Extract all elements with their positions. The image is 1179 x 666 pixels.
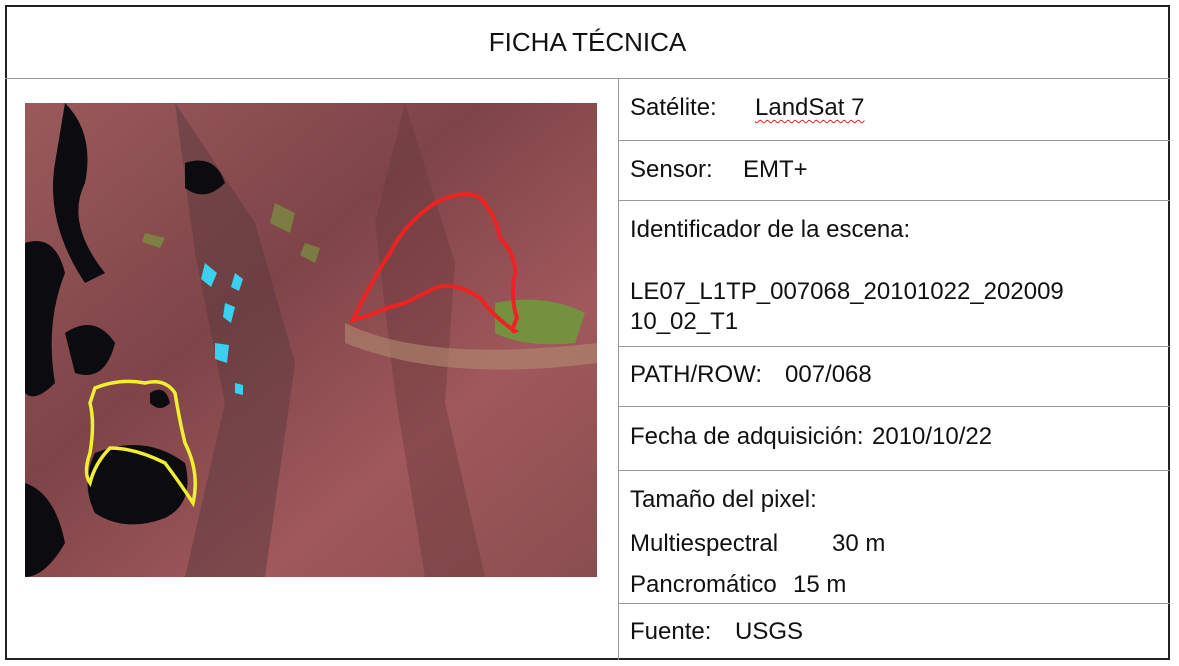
satelite-label: Satélite: <box>630 94 717 121</box>
table-frame <box>5 5 1170 660</box>
multiespectral-label: Multiespectral <box>630 530 779 557</box>
fuente-value: USGS <box>735 618 804 645</box>
escena-value: LE07_L1TP_007068_20101022_20200910_02_T1 <box>630 278 1064 335</box>
path-row-value: 007/068 <box>785 361 872 388</box>
row-divider <box>618 346 1170 347</box>
row-divider <box>618 200 1170 201</box>
row-divider <box>618 470 1170 471</box>
row-divider <box>5 78 1170 79</box>
satellite-image <box>25 103 597 577</box>
escena-label: Identificador de la escena: <box>630 216 911 243</box>
column-divider <box>618 78 619 660</box>
pixel-label: Tamaño del pixel: <box>630 486 817 513</box>
row-divider <box>618 406 1170 407</box>
fecha-label: Fecha de adquisición: <box>630 423 864 450</box>
satelite-value: LandSat 7 <box>755 94 865 121</box>
row-divider <box>618 140 1170 141</box>
sensor-label: Sensor: <box>630 156 713 183</box>
sensor-value: EMT+ <box>743 156 808 183</box>
fuente-label: Fuente: <box>630 618 712 645</box>
pancromatico-label: Pancromático <box>630 571 777 598</box>
multiespectral-value: 30 m <box>832 530 886 557</box>
table-title: FICHA TÉCNICA <box>488 27 687 57</box>
fecha-value: 2010/10/22 <box>872 423 993 450</box>
pancromatico-value: 15 m <box>793 571 847 598</box>
path-row-label: PATH/ROW: <box>630 361 762 388</box>
row-divider <box>618 603 1170 604</box>
